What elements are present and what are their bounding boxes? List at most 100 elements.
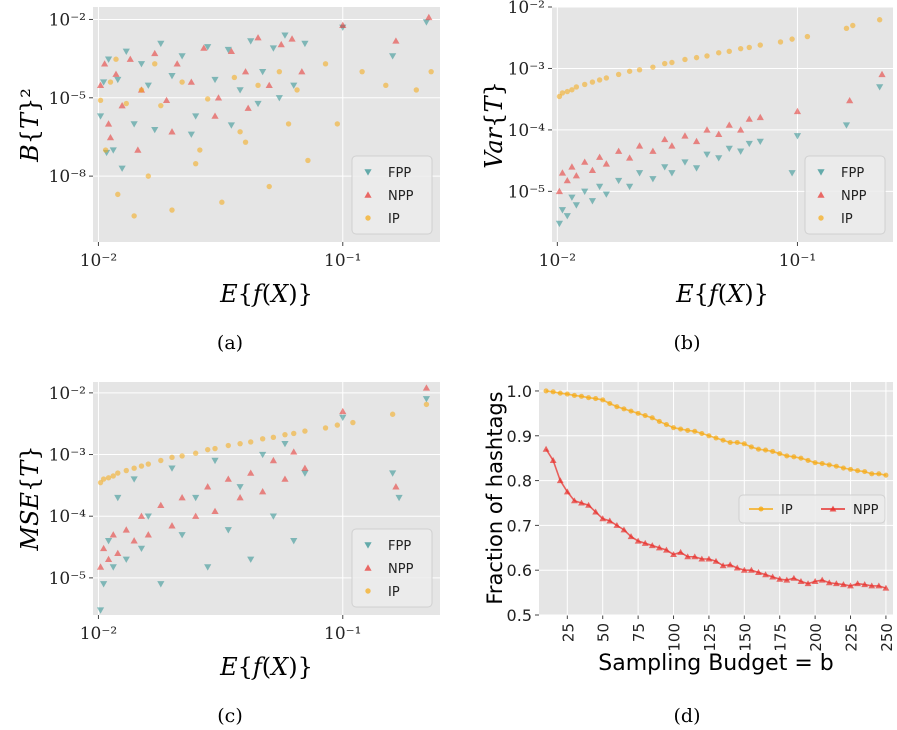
point-fpp	[756, 138, 764, 146]
point-ip	[699, 430, 705, 437]
point-npp	[620, 526, 628, 533]
x-tick-label: 10⁻²	[539, 251, 576, 271]
series-ip	[97, 401, 430, 486]
point-ip	[212, 445, 218, 452]
point-npp	[783, 576, 791, 583]
legend-marker-npp	[364, 564, 372, 571]
point-npp	[878, 70, 886, 78]
point-fpp	[581, 188, 589, 195]
point-fpp	[389, 53, 397, 60]
point-fpp	[157, 581, 165, 588]
point-npp	[151, 49, 159, 57]
legend-label-ip: IP	[841, 212, 853, 227]
point-npp	[797, 577, 805, 584]
point-npp	[581, 158, 589, 165]
point-ip	[621, 406, 627, 412]
point-ip	[804, 33, 811, 40]
series-npp	[542, 445, 890, 591]
point-fpp	[211, 457, 219, 465]
point-npp	[626, 154, 634, 161]
series-npp	[96, 13, 433, 153]
point-fpp	[842, 122, 851, 129]
point-ip	[294, 87, 300, 93]
point-fpp	[635, 170, 644, 177]
point-fpp	[692, 165, 701, 172]
point-fpp	[204, 44, 212, 51]
point-ip	[413, 87, 420, 93]
point-fpp	[668, 170, 676, 177]
y-tick-label: 10⁻⁵	[49, 569, 87, 589]
y-tick-label: 10⁻⁴	[49, 507, 87, 527]
legend-label-npp: NPP	[853, 503, 879, 518]
point-npp	[144, 531, 152, 538]
legend-d: IP NPP	[738, 494, 886, 524]
point-npp	[875, 582, 883, 589]
caption-d: (d)	[674, 705, 701, 727]
y-tick-label: 0.9	[507, 427, 532, 446]
point-npp	[846, 96, 854, 104]
point-ip	[662, 60, 668, 67]
point-npp	[241, 68, 250, 75]
point-ip	[204, 96, 211, 102]
point-fpp	[615, 177, 623, 185]
point-ip	[603, 75, 610, 81]
point-npp	[725, 121, 733, 128]
point-npp	[96, 81, 105, 89]
legend-marker-npp	[817, 191, 825, 198]
y-tick-label: 0.8	[507, 472, 532, 491]
point-npp	[118, 102, 126, 109]
point-npp	[568, 163, 576, 170]
point-ip	[727, 439, 733, 446]
legend-marker-ip	[818, 215, 824, 221]
point-ip	[748, 444, 754, 450]
point-fpp	[130, 476, 138, 483]
point-ip	[282, 431, 288, 438]
point-npp	[635, 142, 644, 149]
y-axis-label: Var{T}	[480, 81, 508, 169]
point-fpp	[254, 100, 262, 108]
point-npp	[698, 555, 706, 562]
panel-b: 10⁻² 10⁻¹ 10⁻⁵ 10⁻⁴ 10⁻³ 10⁻² E{f(X)} Var{T} FPP…	[480, 0, 893, 308]
point-ip	[138, 463, 145, 469]
point-ip	[850, 22, 856, 29]
point-fpp	[130, 121, 138, 128]
point-npp	[740, 566, 748, 573]
point-ip	[158, 457, 164, 464]
point-fpp	[745, 140, 753, 148]
legend-label-npp: NPP	[388, 562, 414, 577]
legend-marker-ip	[365, 215, 371, 221]
point-fpp	[876, 84, 884, 91]
point-npp	[563, 488, 571, 495]
point-ip	[204, 446, 211, 453]
point-npp	[178, 494, 186, 501]
point-ip	[569, 87, 575, 93]
point-npp	[790, 574, 798, 581]
caption-c: (c)	[217, 705, 242, 727]
point-npp	[236, 494, 244, 501]
point-npp	[134, 146, 142, 153]
point-fpp	[187, 131, 195, 138]
legend-marker-npp	[829, 505, 837, 512]
point-npp	[298, 68, 306, 75]
legend-label-npp: NPP	[841, 189, 867, 204]
series-ip	[543, 388, 889, 478]
point-npp	[555, 187, 564, 195]
point-npp	[670, 551, 677, 558]
point-npp	[762, 571, 769, 578]
point-npp	[290, 448, 298, 455]
point-ip	[248, 439, 254, 445]
point-ip	[784, 453, 790, 459]
point-ip	[593, 396, 599, 402]
point-npp	[596, 153, 604, 160]
point-fpp	[100, 581, 108, 588]
x-tick-label: 125	[701, 623, 719, 652]
point-npp	[227, 47, 235, 55]
point-npp	[247, 469, 255, 476]
point-ip	[607, 400, 613, 407]
point-ip	[145, 461, 152, 467]
point-fpp	[259, 68, 267, 76]
point-ip	[564, 88, 570, 95]
legend-b: FPP NPP IP	[804, 155, 886, 235]
point-npp	[681, 132, 689, 139]
point-ip	[706, 433, 712, 439]
